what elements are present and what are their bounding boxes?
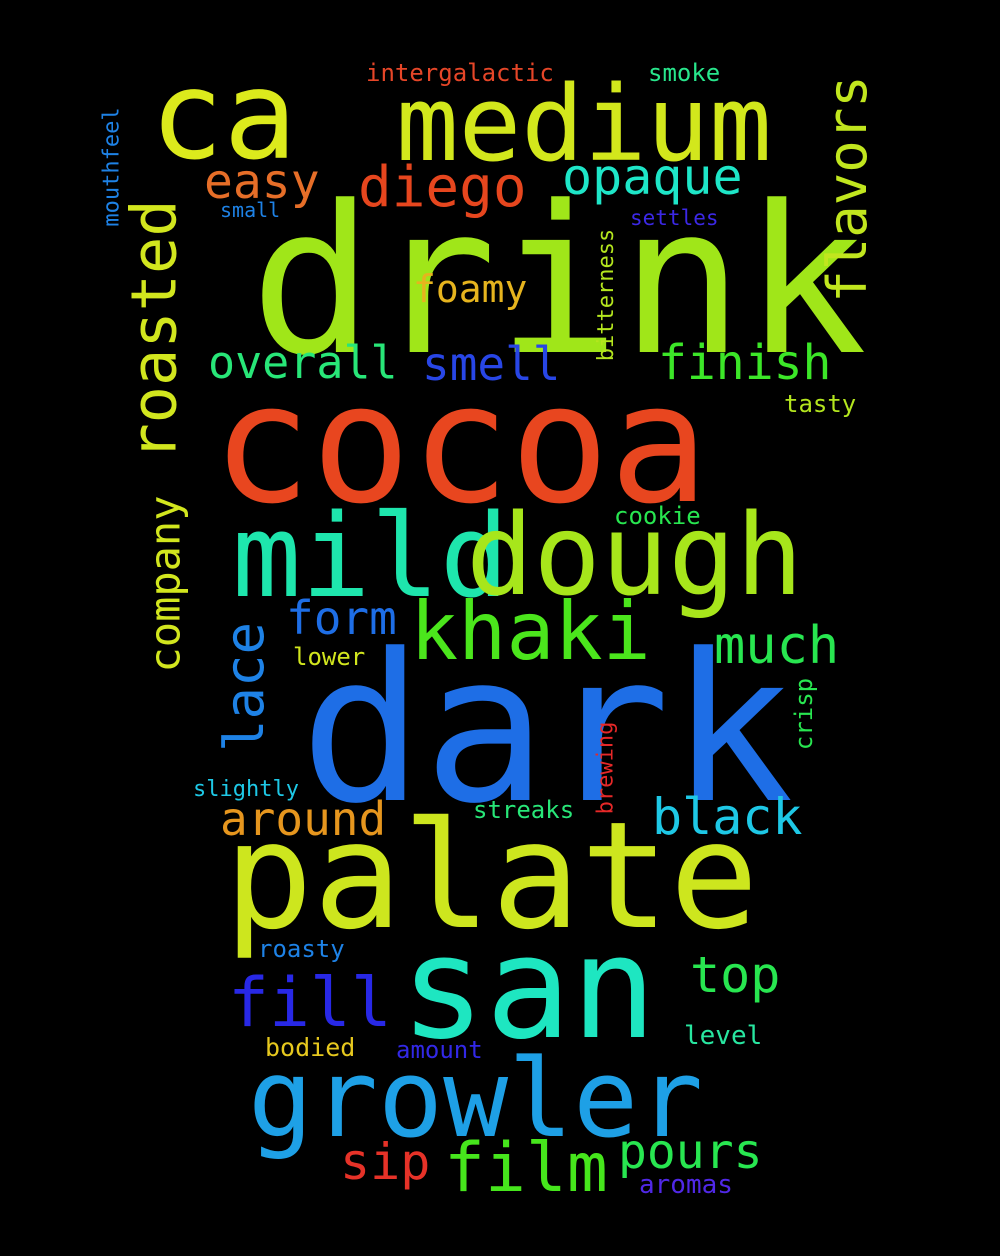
word-tasty: tasty [784, 390, 857, 418]
word-palate: palate [224, 790, 759, 962]
word-top: top [690, 946, 781, 1004]
word-smell: smell [422, 337, 561, 391]
word-mild: mild [232, 490, 509, 624]
word-lower: lower [293, 643, 366, 671]
word-khaki: khaki [410, 585, 651, 678]
word-medium: medium [396, 63, 772, 185]
word-around: around [220, 792, 387, 846]
word-easy: easy [204, 154, 320, 210]
word-mouthfeel: mouthfeel [99, 107, 125, 227]
word-black: black [652, 788, 803, 846]
word-streaks: streaks [473, 796, 575, 824]
word-form: form [286, 591, 397, 645]
word-cookie: cookie [614, 502, 701, 530]
word-film: film [444, 1129, 608, 1208]
word-much: much [714, 616, 840, 676]
word-ca: ca [150, 45, 297, 187]
word-foamy: foamy [413, 267, 528, 311]
word-dark: dark [300, 611, 794, 849]
word-roasty: roasty [258, 935, 345, 963]
word-intergalactic: intergalactic [366, 59, 554, 87]
word-san: san [400, 906, 657, 1071]
word-aromas: aromas [639, 1170, 733, 1200]
word-finish: finish [658, 335, 832, 391]
word-pours: pours [618, 1124, 763, 1180]
word-bodied: bodied [265, 1033, 356, 1062]
word-small: small [220, 198, 281, 222]
word-sip: sip [340, 1133, 431, 1191]
word-cocoa: cocoa [212, 348, 709, 540]
word-smoke: smoke [648, 59, 721, 87]
word-settles: settles [630, 206, 719, 230]
word-flavors: flavors [815, 75, 879, 303]
word-level: level [684, 1021, 763, 1051]
word-amount: amount [396, 1036, 483, 1064]
word-slightly: slightly [193, 777, 299, 802]
word-overall: overall [208, 336, 398, 389]
word-lace: lace [213, 621, 277, 753]
word-brewing: brewing [593, 721, 619, 815]
word-opaque: opaque [562, 148, 743, 206]
word-crisp: crisp [790, 677, 819, 751]
word-diego: diego [358, 155, 527, 220]
word-company: company [140, 495, 190, 673]
word-fill: fill [228, 964, 392, 1043]
word-roasted: roasted [117, 199, 191, 461]
word-dough: dough [466, 491, 804, 621]
word-growler: growler [248, 1037, 704, 1162]
word-bitterness: bitterness [594, 228, 620, 362]
word-drink: drink [250, 163, 868, 401]
